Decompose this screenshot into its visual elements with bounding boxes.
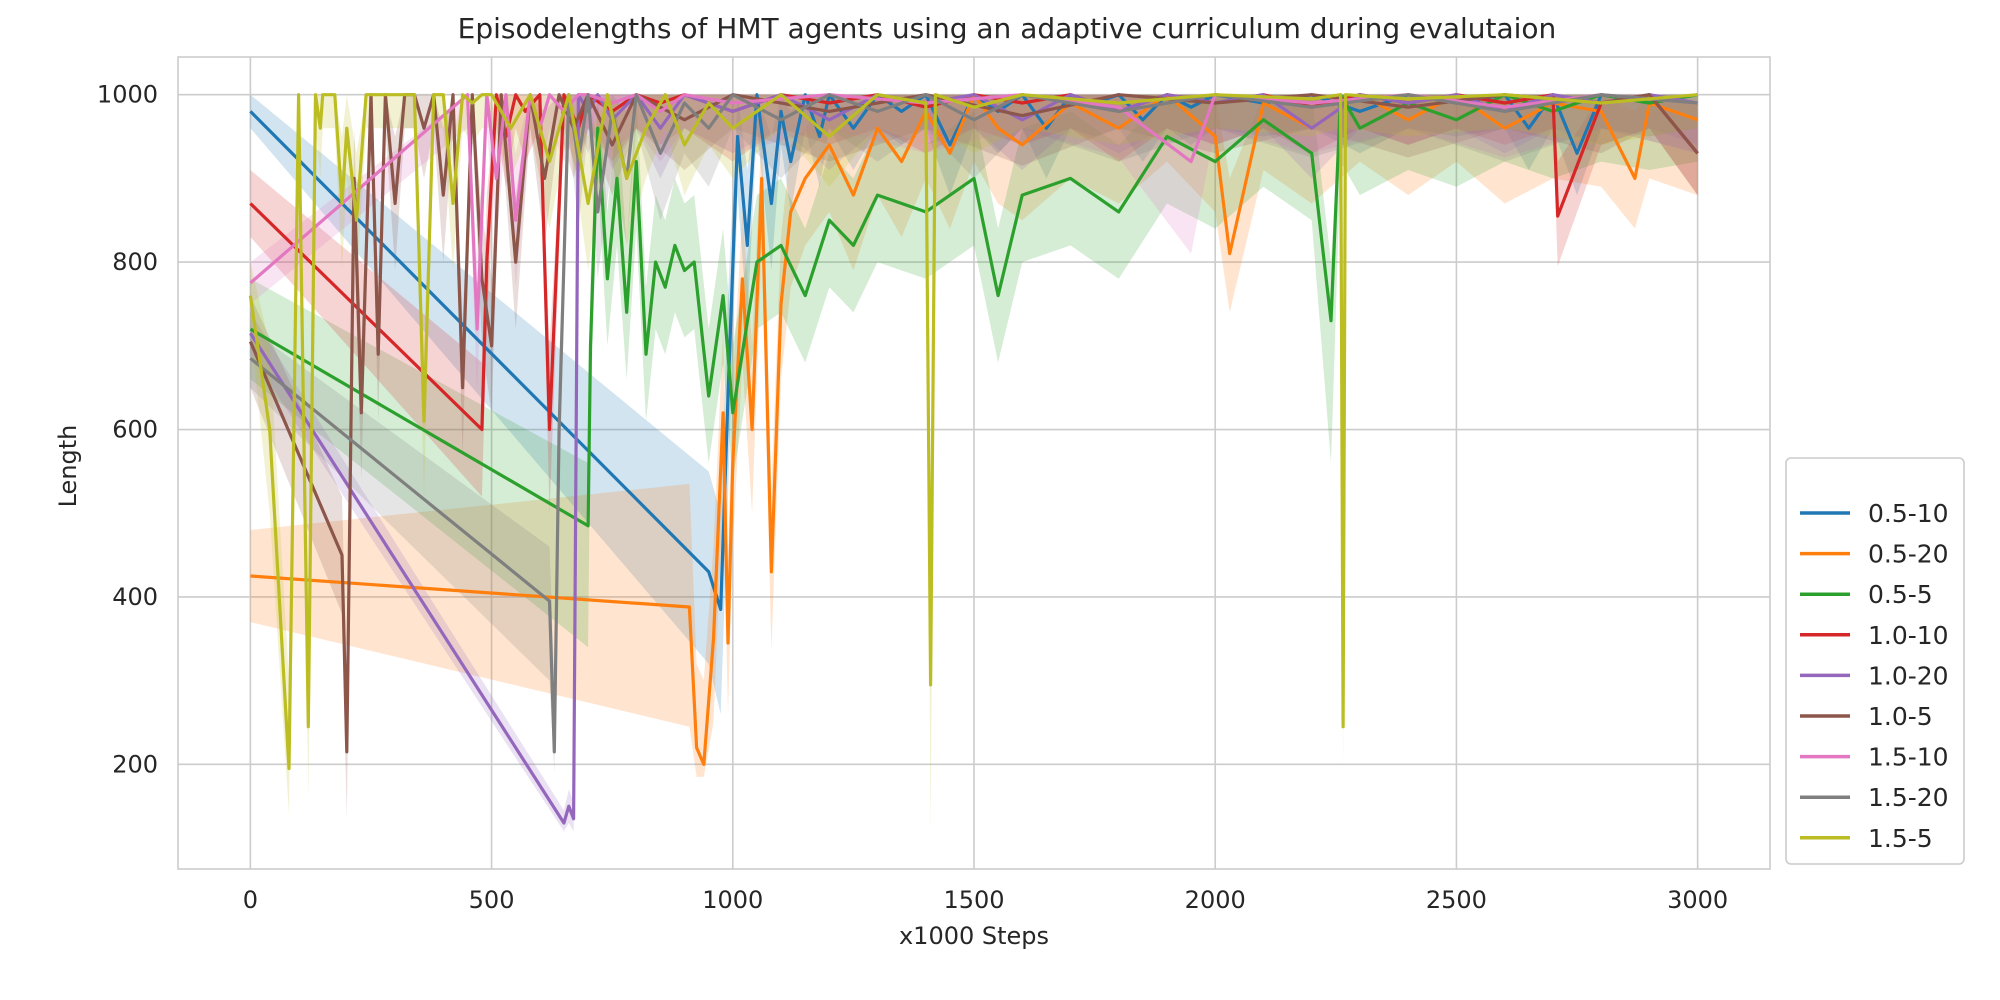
x-tick-label: 1500 — [943, 886, 1004, 914]
series-line-0.5-5 — [249, 93, 1698, 528]
legend-label: 0.5-5 — [1868, 580, 1933, 609]
x-tick-label: 1000 — [702, 886, 763, 914]
legend-label: 0.5-20 — [1868, 540, 1949, 569]
y-tick-label: 600 — [112, 416, 158, 444]
x-axis-ticks: 0 500 1000 1500 2000 2500 3000 — [243, 886, 1728, 914]
x-tick-label: 2000 — [1185, 886, 1246, 914]
chart-title: Episodelengths of HMT agents using an ad… — [458, 12, 1557, 45]
legend-label: 1.5-10 — [1868, 743, 1949, 772]
legend: 0.5-10 0.5-20 0.5-5 1.0-10 1.0-20 1.0-5 1.5-10… — [1785, 457, 1965, 865]
series-line-0.5-20 — [250, 93, 1699, 767]
legend-label: 0.5-10 — [1868, 499, 1949, 528]
y-tick-label: 1000 — [97, 81, 158, 109]
legend-box — [1785, 457, 1965, 865]
y-axis-ticks: 200 400 600 800 1000 — [97, 81, 158, 779]
legend-label: 1.5-5 — [1868, 824, 1933, 853]
plot-frame — [177, 56, 1771, 870]
series-line-1.0-5 — [248, 93, 1699, 754]
x-axis-label: x1000 Steps — [899, 922, 1049, 950]
y-tick-label: 800 — [112, 248, 158, 276]
x-tick-label: 2500 — [1426, 886, 1487, 914]
legend-label: 1.0-10 — [1868, 621, 1949, 650]
legend-label: 1.0-5 — [1868, 702, 1933, 731]
y-axis-label: Length — [54, 425, 82, 508]
legend-label: 1.0-20 — [1868, 661, 1949, 690]
series-line-1.5-5 — [248, 93, 1698, 771]
y-tick-label: 200 — [112, 750, 158, 778]
series-band-1.0-5 — [250, 94, 1698, 819]
series-lines — [248, 93, 1699, 825]
x-tick-label: 500 — [469, 886, 515, 914]
y-tick-label: 400 — [112, 583, 158, 611]
series-band-0.5-20 — [250, 94, 1698, 777]
x-tick-label: 3000 — [1667, 886, 1728, 914]
legend-label: 1.5-20 — [1868, 783, 1949, 812]
x-tick-label: 0 — [243, 886, 258, 914]
